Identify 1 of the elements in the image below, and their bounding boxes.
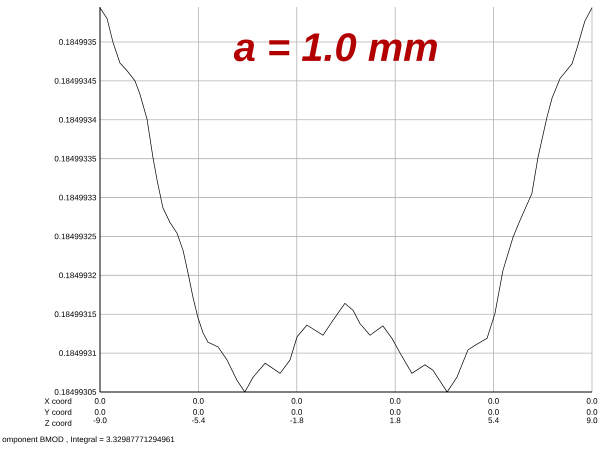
text: a = 1.0 mm bbox=[234, 33, 437, 62]
